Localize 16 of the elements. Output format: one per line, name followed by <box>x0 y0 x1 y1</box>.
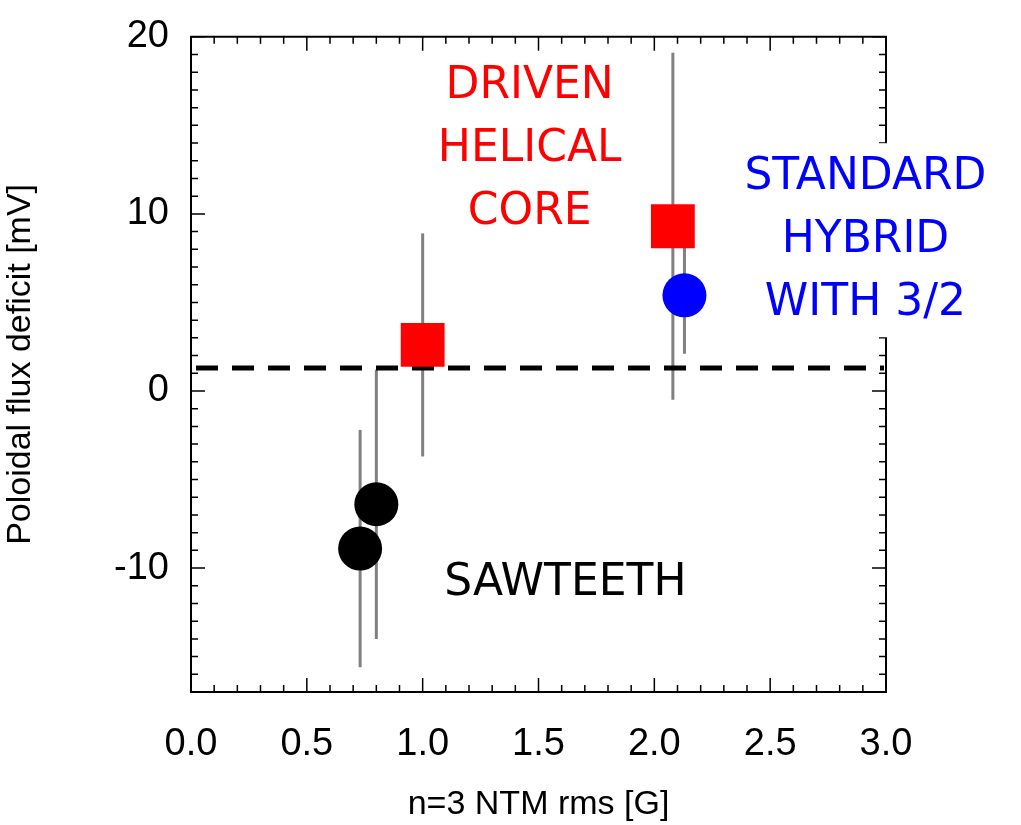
y-tick-label: 0 <box>147 367 169 410</box>
y-axis-title: Poloidal flux deficit [mV] <box>0 183 37 545</box>
y-tick-label: -10 <box>114 544 169 587</box>
x-tick-label: 2.5 <box>743 721 797 764</box>
annotation: DRIVEN HELICAL CORE <box>437 57 623 235</box>
x-tick-label: 0.5 <box>280 721 334 764</box>
x-tick-label: 0.0 <box>164 721 218 764</box>
y-tick-label: 10 <box>126 190 169 233</box>
annotation: SAWTEETH <box>444 553 687 605</box>
x-axis-title: n=3 NTM rms [G] <box>407 782 670 821</box>
x-tick-label: 3.0 <box>859 721 913 764</box>
x-tick-label: 1.0 <box>396 721 450 764</box>
y-tick-label: 20 <box>126 13 169 56</box>
x-tick-label: 2.0 <box>627 721 681 764</box>
x-tick-label: 1.5 <box>512 721 565 764</box>
annotation: STANDARD HYBRID WITH 3/2 <box>744 147 987 325</box>
